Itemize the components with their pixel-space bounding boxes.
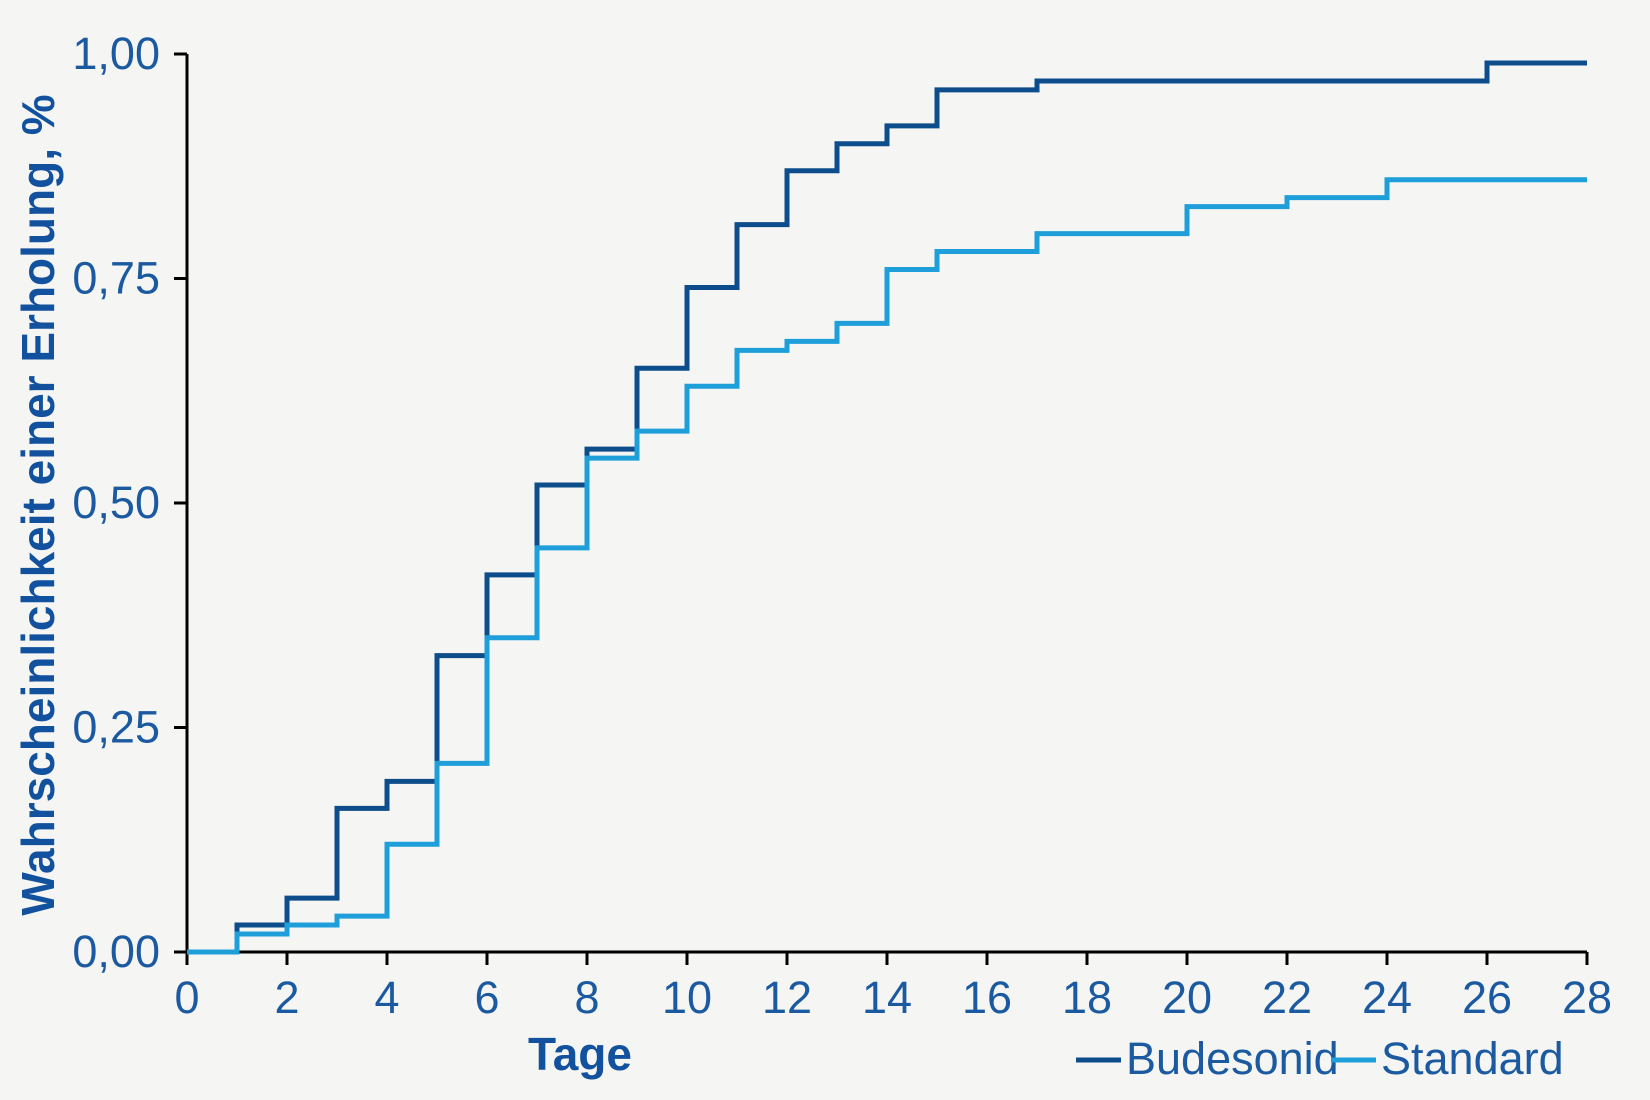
x-tick-label: 6	[474, 972, 499, 1023]
y-tick-label: 1,00	[72, 28, 160, 79]
x-tick-label: 22	[1262, 972, 1312, 1023]
plot-area: 0 2 4 6 8 10 12 14 16 18 20 22 24 26 280,000,250,500,7…	[72, 28, 1612, 1023]
series-line-budesonid	[187, 60, 1587, 955]
y-tick-label: 0,00	[72, 926, 160, 977]
x-axis-title: Tage	[528, 1028, 632, 1080]
y-tick-label: 0,50	[72, 477, 160, 528]
x-tick-label: 26	[1462, 972, 1512, 1023]
x-tick-label: 16	[962, 972, 1012, 1023]
x-tick-label: 28	[1562, 972, 1612, 1023]
x-tick-label: 14	[862, 972, 912, 1023]
x-tick-label: 2	[274, 972, 299, 1023]
x-tick-label: 4	[374, 972, 399, 1023]
y-tick-label: 0,75	[72, 253, 160, 304]
legend: Budesonid Standard	[1076, 1033, 1564, 1084]
legend-label-standard: Standard	[1381, 1033, 1564, 1084]
x-tick-label: 12	[762, 972, 812, 1023]
x-tick-label: 18	[1062, 972, 1112, 1023]
x-tick-label: 20	[1162, 972, 1212, 1023]
x-tick-label: 10	[662, 972, 712, 1023]
legend-label-budesonid: Budesonid	[1126, 1033, 1339, 1084]
series-line-standard	[187, 177, 1587, 955]
y-axis-title: Wahrscheinlichkeit einer Erholung, %	[12, 94, 64, 915]
x-tick-label: 0	[174, 972, 199, 1023]
y-tick-label: 0,25	[72, 702, 160, 753]
x-tick-label: 8	[574, 972, 599, 1023]
x-tick-label: 24	[1362, 972, 1412, 1023]
